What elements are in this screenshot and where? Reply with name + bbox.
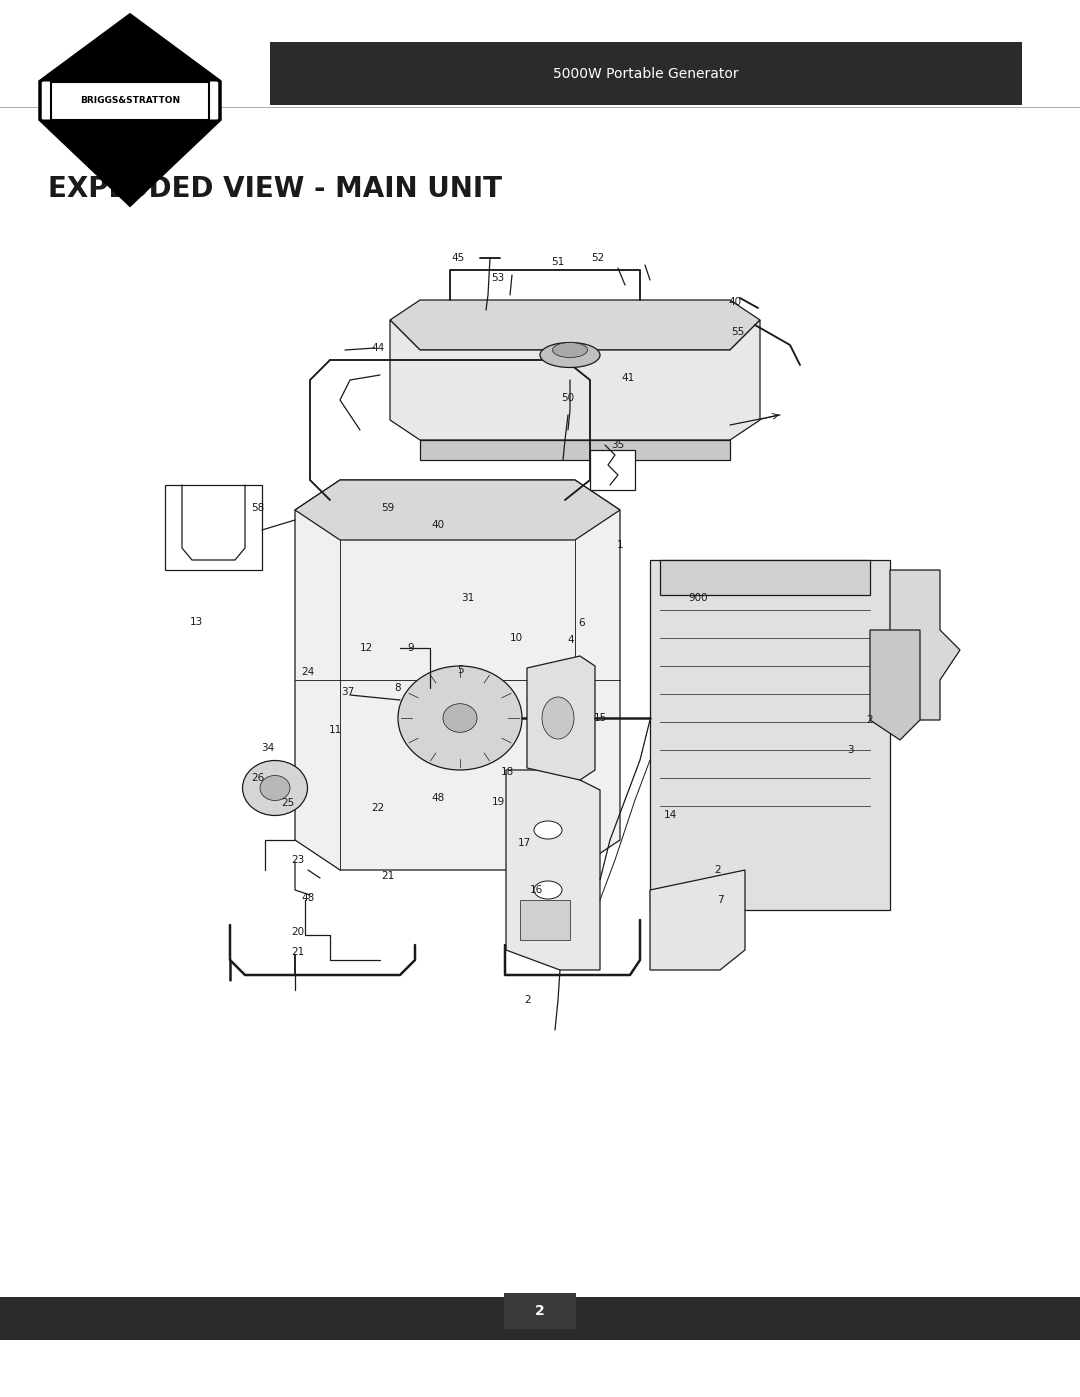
Text: 45: 45 xyxy=(451,253,464,263)
Text: 21: 21 xyxy=(381,870,394,882)
Text: 16: 16 xyxy=(529,886,542,895)
Polygon shape xyxy=(40,15,220,81)
Text: 13: 13 xyxy=(189,617,203,627)
Text: 5: 5 xyxy=(457,665,463,675)
Text: 1: 1 xyxy=(617,541,623,550)
Ellipse shape xyxy=(534,882,562,900)
Polygon shape xyxy=(390,320,760,440)
Text: 40: 40 xyxy=(431,520,445,529)
Ellipse shape xyxy=(553,342,588,358)
Text: 48: 48 xyxy=(431,793,445,803)
Polygon shape xyxy=(519,900,570,940)
Bar xyxy=(51,81,210,120)
Text: 24: 24 xyxy=(301,666,314,678)
Bar xyxy=(504,1294,576,1329)
Text: 58: 58 xyxy=(252,503,265,513)
Ellipse shape xyxy=(399,666,522,770)
Polygon shape xyxy=(165,485,262,570)
Ellipse shape xyxy=(260,775,291,800)
Text: 6: 6 xyxy=(579,617,585,629)
Text: 26: 26 xyxy=(252,773,265,782)
Bar xyxy=(0,1296,1080,1340)
Text: 5000W Portable Generator: 5000W Portable Generator xyxy=(553,67,739,81)
Polygon shape xyxy=(650,560,890,909)
Polygon shape xyxy=(40,15,220,205)
Polygon shape xyxy=(527,657,595,780)
Polygon shape xyxy=(295,481,620,870)
Polygon shape xyxy=(40,120,220,205)
Text: 15: 15 xyxy=(593,712,607,724)
Text: 18: 18 xyxy=(500,767,514,777)
Polygon shape xyxy=(507,770,600,970)
Text: 20: 20 xyxy=(292,928,305,937)
Text: 19: 19 xyxy=(491,798,504,807)
Text: 3: 3 xyxy=(847,745,853,754)
Text: 9: 9 xyxy=(407,643,415,652)
Text: 50: 50 xyxy=(562,393,575,402)
Text: 35: 35 xyxy=(611,440,624,450)
Ellipse shape xyxy=(534,821,562,840)
Text: ®: ® xyxy=(158,149,165,155)
Text: 12: 12 xyxy=(360,643,373,652)
Ellipse shape xyxy=(540,342,600,367)
Text: 8: 8 xyxy=(394,683,402,693)
Text: 40: 40 xyxy=(728,298,742,307)
Text: 22: 22 xyxy=(372,803,384,813)
Text: 41: 41 xyxy=(621,373,635,383)
Polygon shape xyxy=(890,570,960,719)
Polygon shape xyxy=(870,630,920,740)
Polygon shape xyxy=(590,450,635,490)
Text: 21: 21 xyxy=(292,947,305,957)
Text: 17: 17 xyxy=(517,838,530,848)
Polygon shape xyxy=(390,300,760,351)
Text: 25: 25 xyxy=(282,798,295,807)
Text: 53: 53 xyxy=(491,272,504,284)
Text: 2: 2 xyxy=(866,715,874,725)
Polygon shape xyxy=(295,481,620,541)
Text: 900: 900 xyxy=(688,592,707,604)
Text: 7: 7 xyxy=(717,895,724,905)
Text: 4: 4 xyxy=(568,636,575,645)
Text: 55: 55 xyxy=(731,327,744,337)
Text: 23: 23 xyxy=(292,855,305,865)
Polygon shape xyxy=(420,440,730,460)
Text: 48: 48 xyxy=(301,893,314,902)
Text: EXPLODED VIEW - MAIN UNIT: EXPLODED VIEW - MAIN UNIT xyxy=(48,175,502,203)
Text: 10: 10 xyxy=(510,633,523,643)
Text: BRIGGS&STRATTON: BRIGGS&STRATTON xyxy=(80,96,180,105)
Text: 59: 59 xyxy=(381,503,394,513)
Ellipse shape xyxy=(443,704,477,732)
Bar xyxy=(270,42,1022,105)
Text: 52: 52 xyxy=(592,253,605,263)
Ellipse shape xyxy=(542,697,573,739)
Ellipse shape xyxy=(243,760,308,816)
Polygon shape xyxy=(650,870,745,970)
Text: 51: 51 xyxy=(552,257,565,267)
Text: 37: 37 xyxy=(341,687,354,697)
Text: 2: 2 xyxy=(535,1303,545,1317)
Text: 31: 31 xyxy=(461,592,474,604)
Text: 11: 11 xyxy=(328,725,341,735)
Polygon shape xyxy=(660,560,870,595)
Text: 44: 44 xyxy=(372,344,384,353)
Text: 34: 34 xyxy=(261,743,274,753)
Text: 14: 14 xyxy=(663,810,677,820)
Text: 2: 2 xyxy=(715,865,721,875)
Text: 2: 2 xyxy=(525,995,531,1004)
